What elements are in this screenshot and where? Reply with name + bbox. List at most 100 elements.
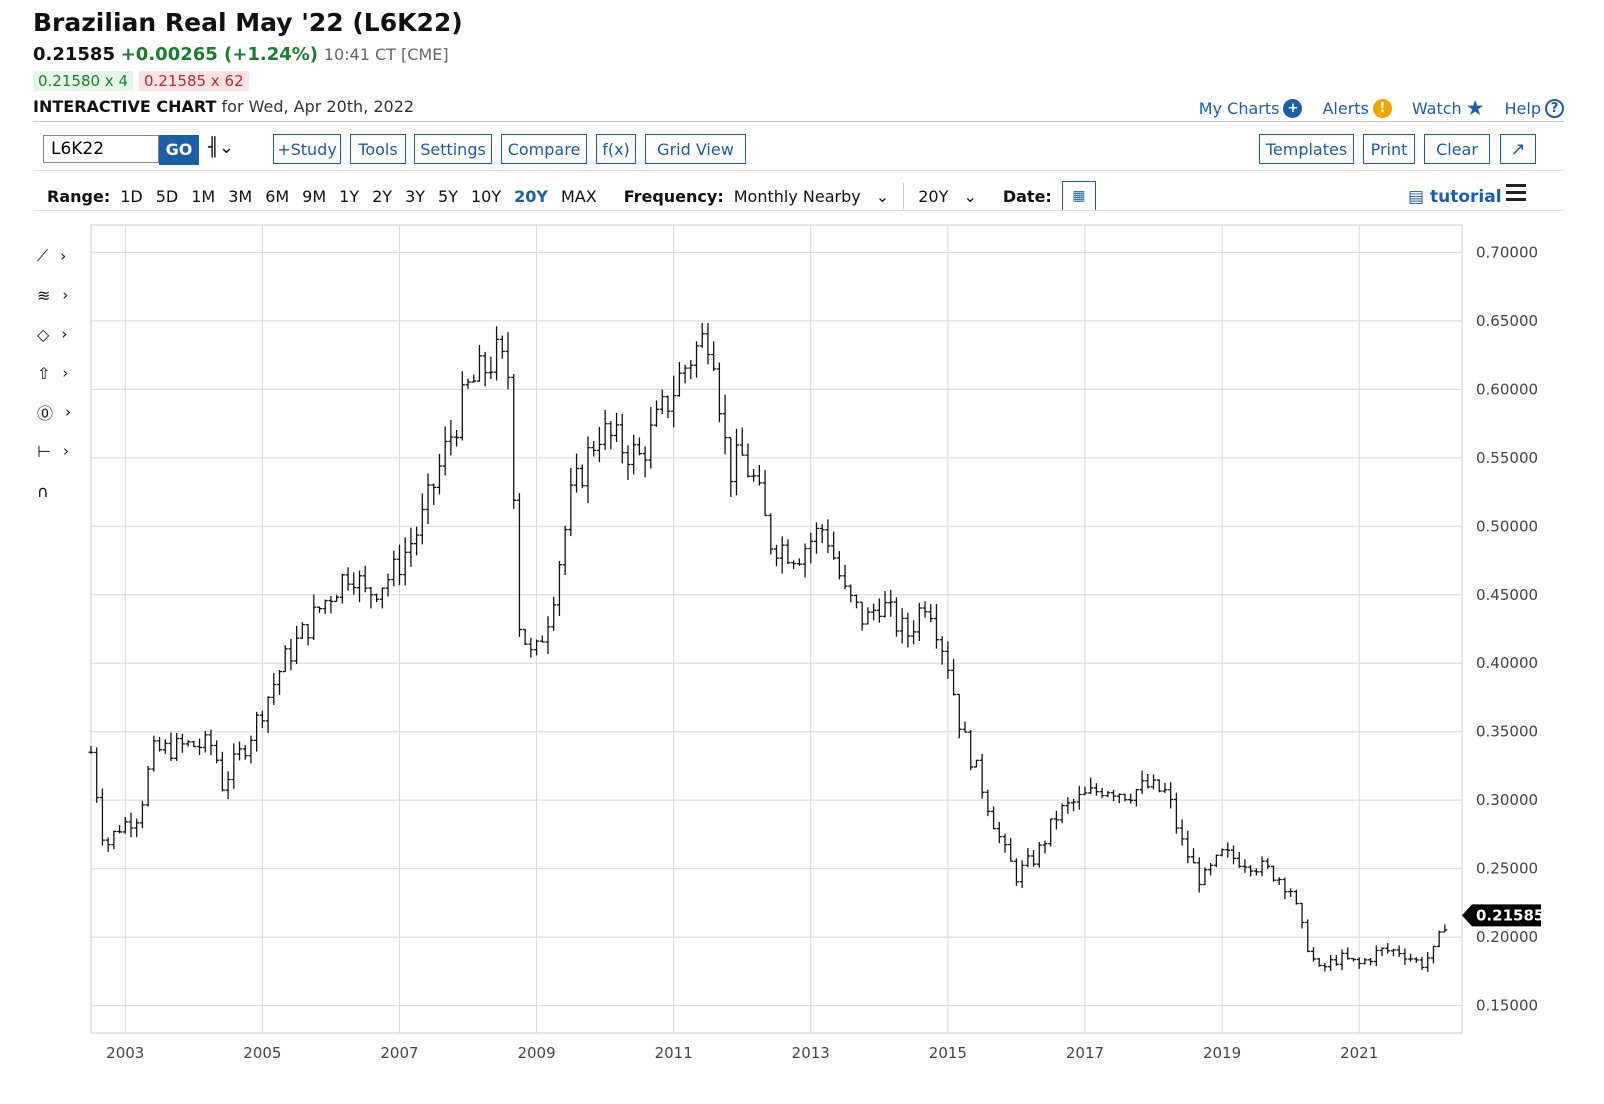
range-6m[interactable]: 6M [265, 186, 290, 206]
help-label: Help [1504, 98, 1541, 118]
range-1y[interactable]: 1Y [339, 186, 360, 206]
ask-badge: 0.21585 x 62 [139, 71, 249, 91]
range-1d[interactable]: 1D [120, 186, 143, 206]
plot-area [90, 224, 1463, 1034]
last-price-label: 0.21585 [1476, 906, 1544, 924]
x-tick-label: 2007 [380, 1044, 418, 1062]
frequency-label: Frequency: [623, 186, 724, 206]
last-price-marker [1462, 904, 1541, 927]
x-tick-label: 2019 [1203, 1044, 1241, 1062]
range-20y[interactable]: 20Y [514, 186, 548, 206]
line-tool-icon[interactable]: ⟋ › [37, 246, 67, 265]
divider [903, 183, 905, 209]
range-max[interactable]: MAX [560, 186, 597, 206]
instrument-title: Brazilian Real May '22 (L6K22) [33, 8, 463, 37]
help-icon: ? [1545, 98, 1564, 118]
film-icon: ▤ [1408, 187, 1425, 207]
top-links: My Charts + Alerts ! Watch ★ Help ? [1199, 96, 1564, 120]
frequency-value: Monthly Nearby [733, 186, 861, 206]
bar-type-icon[interactable]: ╢⌄ [208, 137, 234, 158]
range-options: 1D 5D 1M 3M 6M 9M 1Y 2Y 3Y 5Y 10Y 20Y MAX [120, 187, 609, 206]
y-tick-label: 0.20000 [1476, 928, 1538, 946]
divider [33, 121, 1564, 122]
menu-icon[interactable] [1506, 184, 1526, 205]
y-tick-label: 0.40000 [1476, 654, 1538, 672]
range-bar: Range: 1D 5D 1M 3M 6M 9M 1Y 2Y 3Y 5Y 10Y 20Y MAX Fre… [47, 181, 1096, 211]
clear-button[interactable]: Clear [1424, 134, 1490, 164]
range-label: Range: [47, 186, 111, 206]
expand-icon[interactable]: ↗ [1500, 134, 1536, 164]
star-icon: ★ [1465, 96, 1485, 120]
last-price: 0.21585 [33, 44, 115, 65]
range-9m[interactable]: 9M [302, 186, 327, 206]
watch-label: Watch [1411, 98, 1462, 118]
chart-label: INTERACTIVE CHART [33, 97, 217, 116]
chevron-down-icon: ⌄ [963, 186, 977, 206]
alerts-label: Alerts [1322, 98, 1369, 118]
alert-icon: ! [1372, 98, 1392, 118]
tools-button[interactable]: Tools [350, 134, 406, 164]
study-button[interactable]: +Study [273, 134, 341, 164]
x-tick-label: 2015 [929, 1044, 967, 1062]
measure-tool-icon[interactable]: ⊢ › [37, 441, 69, 461]
settings-button[interactable]: Settings [414, 134, 492, 164]
x-tick-label: 2003 [106, 1044, 144, 1062]
bid-badge: 0.21580 x 4 [33, 71, 133, 91]
magnet-icon[interactable]: ∩ [37, 481, 49, 501]
arrow-tool-icon[interactable]: ⇧ › [37, 363, 69, 383]
fx-button[interactable]: f(x) [596, 134, 636, 164]
x-tick-label: 2017 [1066, 1044, 1104, 1062]
frequency-select[interactable]: Monthly Nearby ⌄ [734, 187, 889, 206]
divider [33, 210, 1564, 211]
date-label: Date: [1002, 186, 1052, 206]
bid-ask: 0.21580 x 4 0.21585 x 62 [33, 71, 249, 91]
my-charts-link[interactable]: My Charts + [1198, 98, 1303, 118]
fib-tool-icon[interactable]: ≋ › [37, 285, 69, 305]
tutorial-label: tutorial [1429, 187, 1502, 207]
y-tick-label: 0.70000 [1476, 243, 1538, 261]
plus-circle-icon: + [1283, 98, 1303, 118]
print-button[interactable]: Print [1363, 134, 1415, 164]
x-tick-label: 2021 [1340, 1044, 1378, 1062]
y-tick-label: 0.60000 [1476, 380, 1538, 398]
range-3y[interactable]: 3Y [405, 186, 426, 206]
watch-link[interactable]: Watch ★ [1412, 96, 1485, 120]
quote-time: 10:41 CT [CME] [323, 45, 449, 64]
quote-line: 0.21585 +0.00265 (+1.24%) 10:41 CT [CME] [33, 44, 449, 65]
y-tick-label: 0.50000 [1476, 517, 1538, 535]
y-tick-label: 0.25000 [1476, 860, 1538, 878]
range-1m[interactable]: 1M [191, 186, 216, 206]
range-2y[interactable]: 2Y [372, 186, 393, 206]
chevron-down-icon: ⌄ [875, 186, 890, 206]
period-select[interactable]: 20Y ⌄ [918, 187, 977, 206]
grid-view-button[interactable]: Grid View [645, 134, 746, 164]
annotation-tool-icon[interactable]: ⓪ › [37, 403, 72, 423]
range-10y[interactable]: 10Y [470, 186, 502, 206]
symbol-input[interactable] [43, 135, 159, 163]
range-5d[interactable]: 5D [155, 186, 179, 206]
calendar-icon[interactable]: ▦ [1061, 181, 1096, 211]
my-charts-label: My Charts [1198, 98, 1280, 118]
x-tick-label: 2005 [243, 1044, 281, 1062]
y-tick-label: 0.35000 [1476, 723, 1538, 741]
price-chart[interactable]: 0.70000 0.65000 0.60000 0.55000 0.50000 0.450… [0, 215, 1604, 1104]
go-button[interactable]: GO [159, 135, 199, 165]
range-5y[interactable]: 5Y [438, 186, 458, 206]
help-link[interactable]: Help ? [1504, 98, 1564, 118]
compare-button[interactable]: Compare [501, 134, 587, 164]
shape-tool-icon[interactable]: ◇ › [37, 324, 68, 344]
chart-date: for Wed, Apr 20th, 2022 [221, 97, 415, 116]
x-tick-label: 2011 [655, 1044, 693, 1062]
x-tick-label: 2009 [517, 1044, 555, 1062]
tutorial-link[interactable]: ▤ tutorial [1408, 187, 1502, 207]
divider [33, 170, 1564, 171]
templates-button[interactable]: Templates [1259, 134, 1354, 164]
y-tick-label: 0.55000 [1476, 449, 1538, 467]
range-3m[interactable]: 3M [228, 186, 253, 206]
y-tick-label: 0.65000 [1476, 312, 1538, 330]
y-tick-label: 0.45000 [1476, 586, 1538, 604]
alerts-link[interactable]: Alerts ! [1322, 98, 1392, 118]
x-tick-label: 2013 [792, 1044, 830, 1062]
price-change: +0.00265 (+1.24%) [120, 44, 319, 65]
chart-heading: INTERACTIVE CHART for Wed, Apr 20th, 202… [33, 97, 414, 116]
